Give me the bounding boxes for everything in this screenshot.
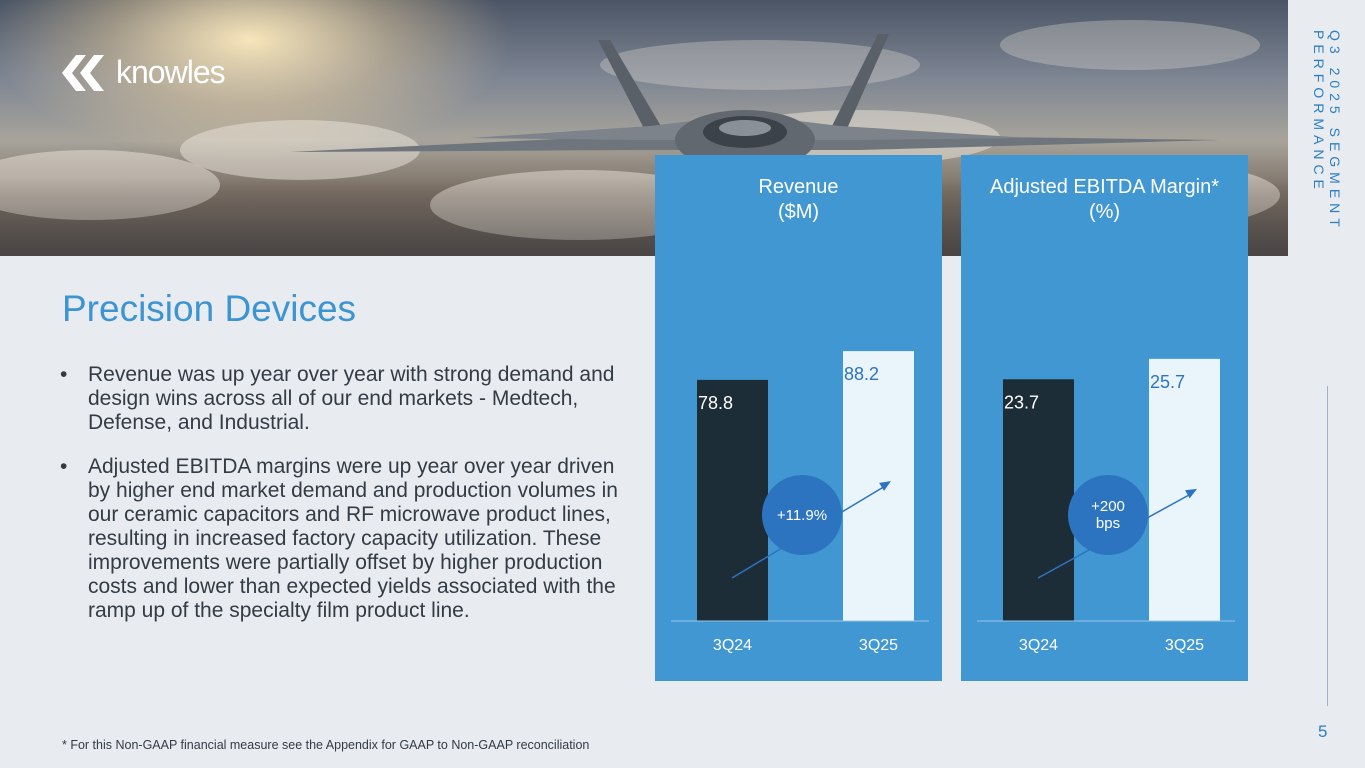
- bullet-text: Revenue was up year over year with stron…: [88, 363, 615, 434]
- x-tick-label: 3Q25: [859, 637, 898, 654]
- data-label: 23.7: [1004, 392, 1039, 412]
- bullet-text: Adjusted EBITDA margins were up year ove…: [88, 455, 618, 622]
- revenue-bar-chart: 78.8 3Q24 88.2 3Q25 +11.9%: [671, 351, 929, 654]
- chart-title-line: Adjusted EBITDA Margin*: [990, 176, 1219, 198]
- x-tick-label: 3Q24: [1019, 637, 1058, 654]
- bullet-item: • Revenue was up year over year with str…: [60, 363, 635, 435]
- x-tick-label: 3Q24: [713, 637, 752, 654]
- change-label: +200: [1091, 498, 1125, 515]
- chart-title-line: (%): [1088, 201, 1121, 223]
- brand-wordmark: knowles: [116, 54, 226, 90]
- bar-3Q24: [697, 379, 768, 621]
- x-tick-label: 3Q25: [1165, 637, 1204, 654]
- brand-logo: knowles: [62, 54, 226, 91]
- cloud: [1000, 20, 1260, 70]
- section-title-vertical: Q3 2025 SEGMENT PERFORMANCE: [1311, 30, 1343, 232]
- bullet-dot: •: [60, 455, 68, 478]
- bullet-list: • Revenue was up year over year with str…: [60, 363, 635, 643]
- data-label: 78.8: [698, 393, 733, 413]
- bar-3Q25: [843, 351, 914, 621]
- footnote: * For this Non-GAAP financial measure se…: [62, 738, 590, 752]
- cloud: [0, 150, 220, 220]
- bullet-item: • Adjusted EBITDA margins were up year o…: [60, 455, 635, 623]
- change-label: +11.9%: [777, 507, 827, 524]
- chart-title-line: ($M): [777, 201, 820, 223]
- data-label: 88.2: [844, 364, 879, 384]
- bar-3Q24: [1003, 379, 1074, 621]
- side-divider: [1327, 386, 1328, 706]
- knowles-logo-mark-icon: [62, 54, 104, 91]
- page-title: Precision Devices: [62, 288, 357, 329]
- ebitda-chart-panel: Adjusted EBITDA Margin* (%) 23.7 3Q24 25.7…: [961, 155, 1248, 681]
- chart-title: Revenue ($M): [655, 175, 942, 225]
- bullet-dot: •: [60, 363, 68, 386]
- bar-3Q25: [1149, 358, 1220, 621]
- chart-title-line: Revenue: [758, 176, 839, 198]
- data-label: 25.7: [1150, 372, 1185, 392]
- page-number: 5: [1318, 722, 1328, 741]
- revenue-chart-panel: Revenue ($M) 78.8 3Q24 88.2 3Q25 +11.9%: [655, 155, 942, 681]
- chart-title: Adjusted EBITDA Margin* (%): [961, 175, 1248, 225]
- change-badge: [762, 475, 842, 555]
- growth-arrow-head-icon: [1185, 488, 1197, 499]
- growth-arrow-head-icon: [879, 481, 891, 491]
- change-badge: [1068, 475, 1148, 555]
- change-label: bps: [1096, 515, 1120, 532]
